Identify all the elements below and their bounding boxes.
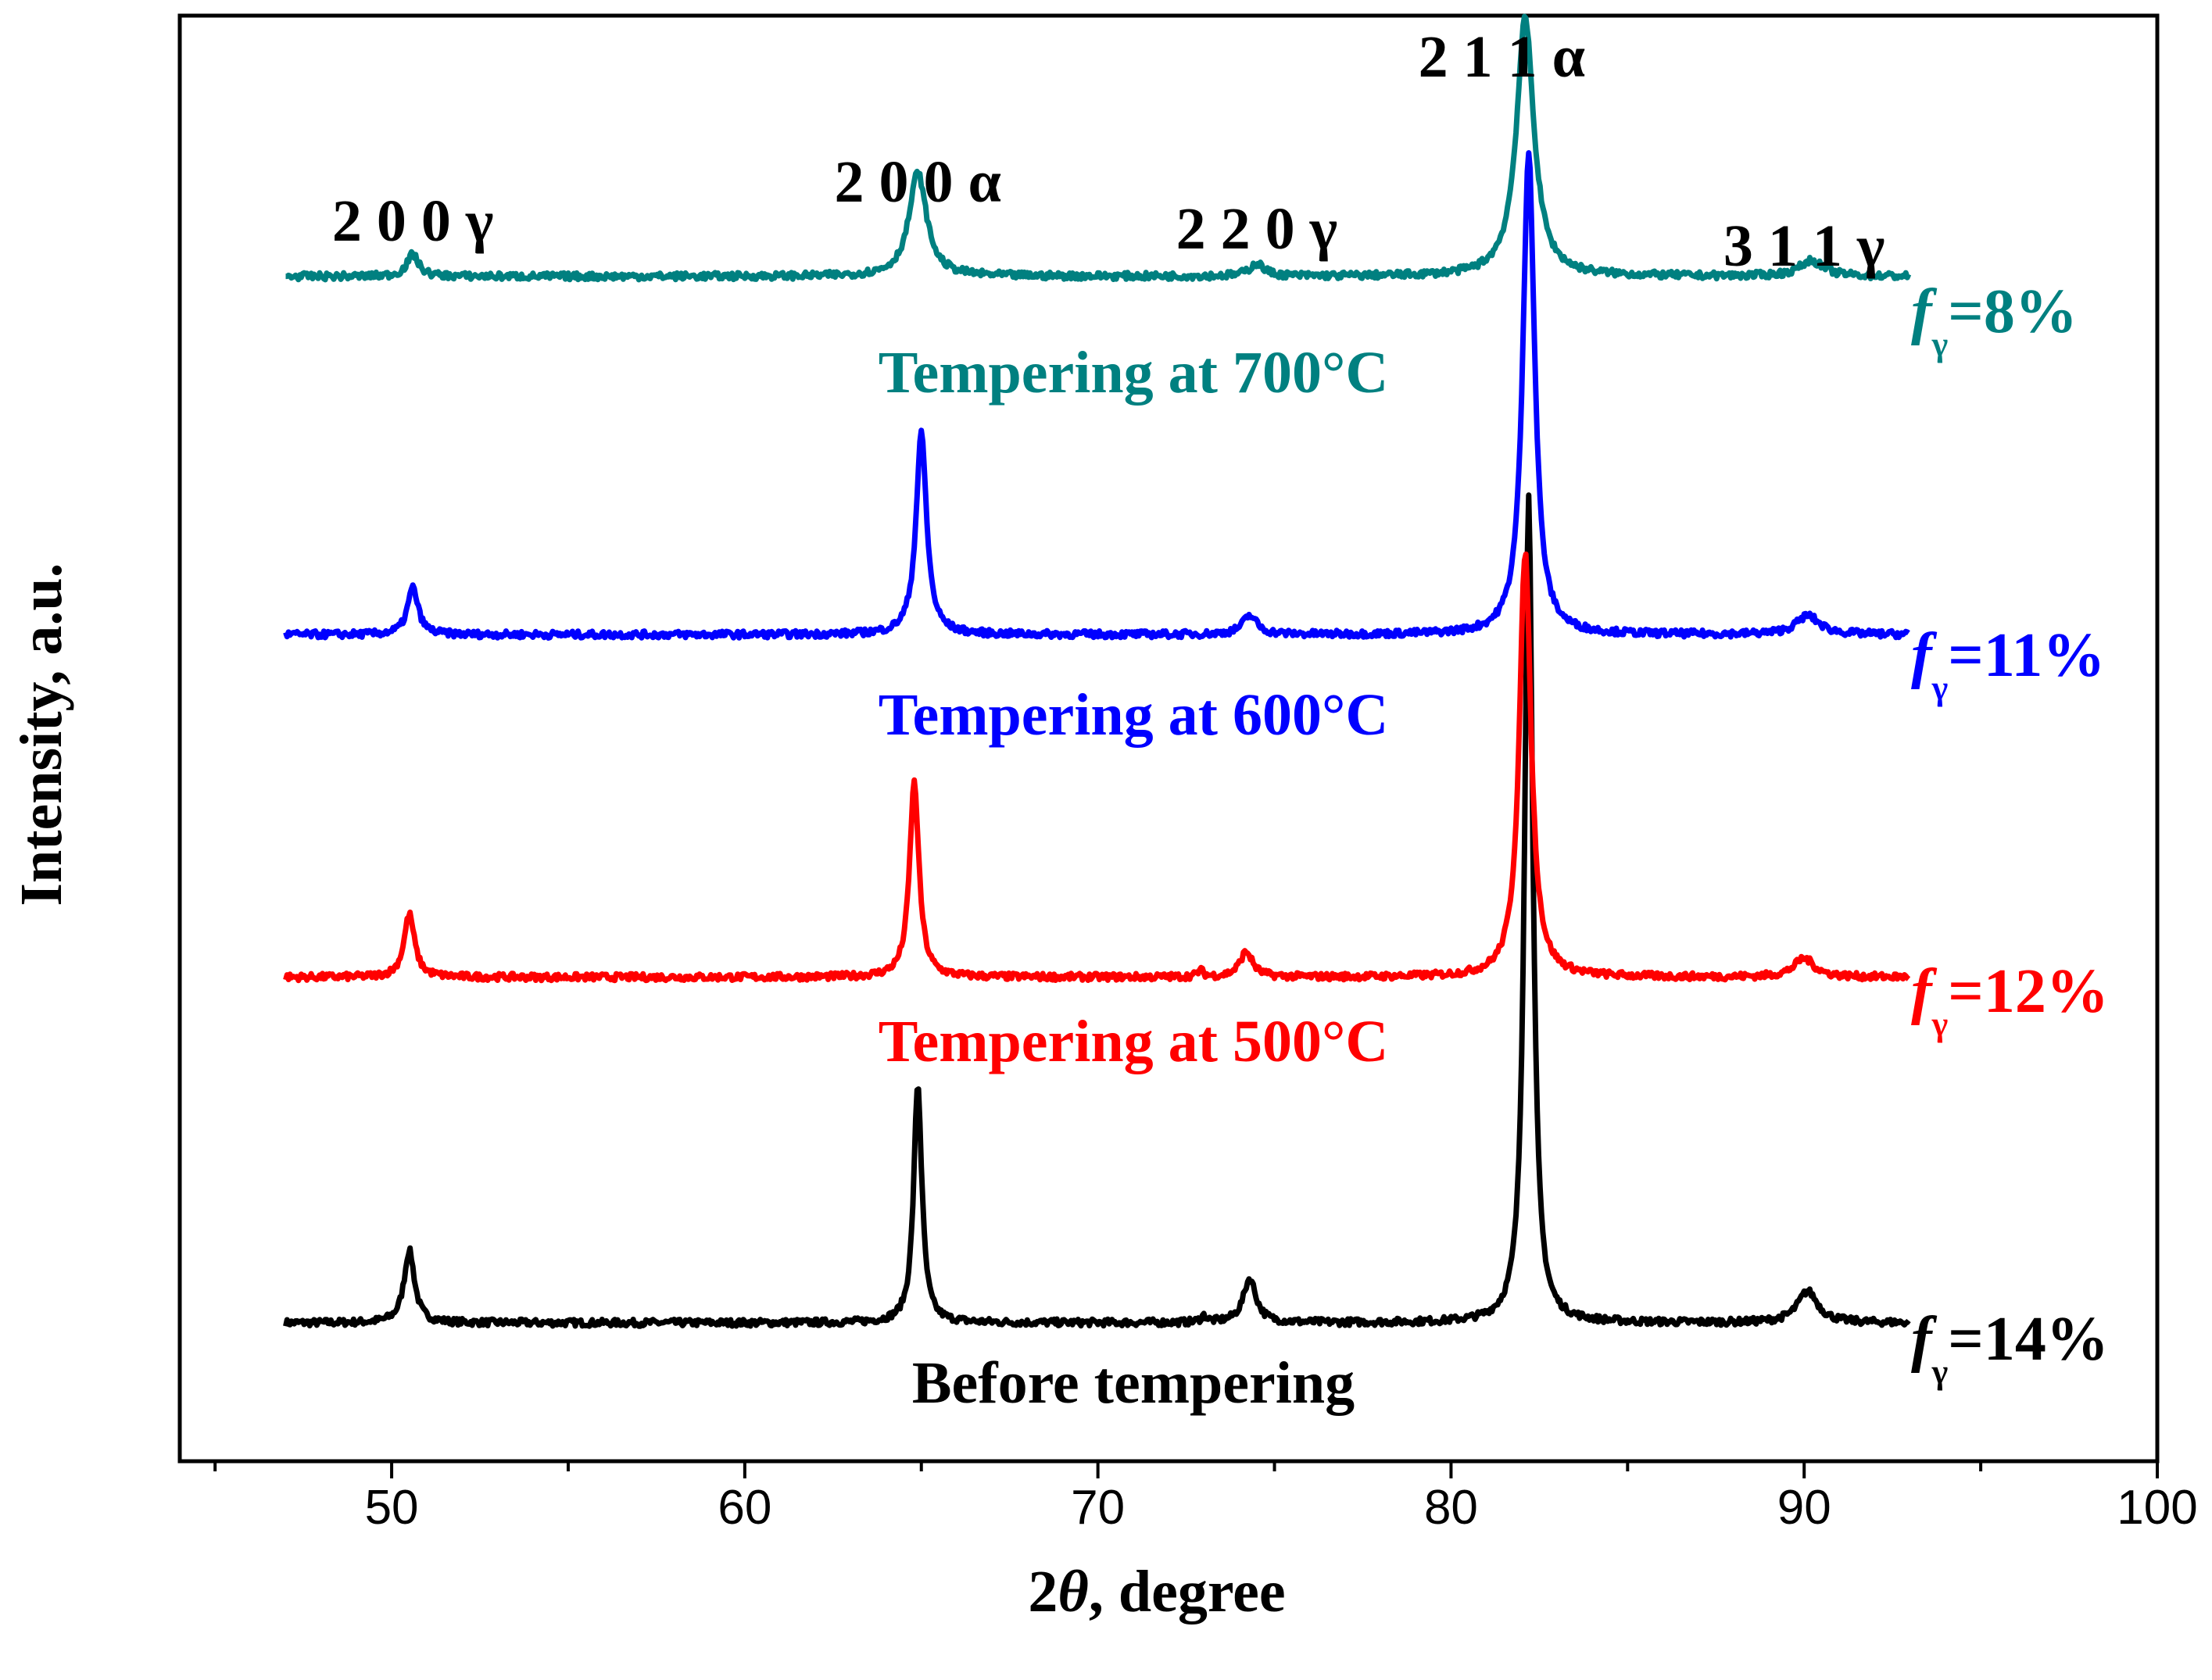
x-axis: 50 60 70 80 90 100 <box>213 1461 2198 1535</box>
series-line-2 <box>283 551 1911 984</box>
series-line-4 <box>284 13 1912 283</box>
peak-label: 2 0 0 α <box>835 149 1001 215</box>
x-tick-label: 90 <box>1777 1481 1831 1535</box>
x-tick-label: 60 <box>718 1481 771 1535</box>
peak-label: 2 2 0 γ <box>1176 196 1338 262</box>
y-axis-title: Intensity, a.u. <box>9 563 74 906</box>
x-tick-label: 80 <box>1424 1481 1478 1535</box>
fraction-labels: fγ=14% fγ=12% fγ=11% fγ=8% <box>1911 277 2109 1391</box>
x-tick-label: 50 <box>365 1481 419 1535</box>
fraction-label: fγ=8% <box>1911 277 2078 363</box>
series-name-label: Before tempering <box>912 1350 1355 1416</box>
fraction-label: fγ=12% <box>1911 957 2109 1043</box>
x-tick-label: 100 <box>2117 1481 2197 1535</box>
peak-labels: 2 0 0 γ 2 0 0 α 2 2 0 γ 2 1 1 α 3 1 1 γ <box>332 24 1885 279</box>
series-line-3 <box>283 150 1910 641</box>
x-axis-title: 2θ, degree <box>1028 1559 1285 1625</box>
plot-frame <box>177 13 2160 1464</box>
fraction-label: fγ=11% <box>1911 621 2105 707</box>
series-name-label: Tempering at 500°C <box>879 1009 1388 1074</box>
peak-label: 2 0 0 γ <box>332 188 494 254</box>
series-name-label: Tempering at 600°C <box>879 682 1388 748</box>
series-labels: Before tempering Tempering at 500°C Temper… <box>879 340 1388 1416</box>
peak-label: 2 1 1 α <box>1419 24 1585 90</box>
series-line-1 <box>283 492 1911 1329</box>
series-name-label: Tempering at 700°C <box>879 340 1388 406</box>
peak-label: 3 1 1 γ <box>1723 213 1885 279</box>
x-tick-label: 70 <box>1071 1481 1125 1535</box>
fraction-label: fγ=14% <box>1911 1305 2109 1391</box>
series-layer <box>283 13 1912 1329</box>
